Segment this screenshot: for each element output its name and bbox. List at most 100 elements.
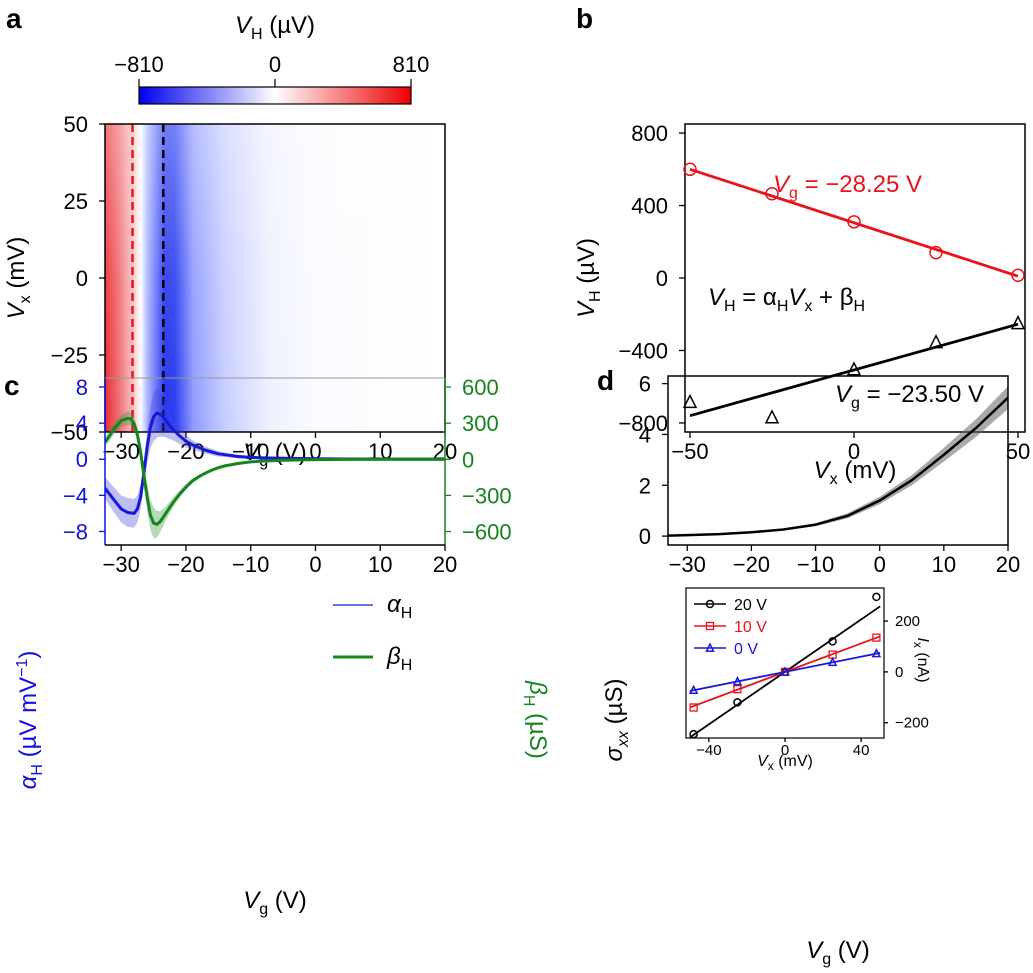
panel-c: c −30 −20 −10 0 10 20 −8 −4 0 4 8 −600 −300 0 300 600 α…: [4, 370, 551, 918]
colorbar-tick-min: −810: [114, 52, 164, 77]
panel-b-black-label: Vg = −23.50 V: [835, 381, 984, 412]
colorbar-tick-max: 810: [393, 52, 430, 77]
legend-alpha-label: αH: [387, 591, 412, 622]
colorbar: [138, 86, 412, 105]
inset-data-point: [828, 637, 837, 646]
inset-data-point: [688, 684, 699, 695]
panel-c-x-tick-label: 10: [368, 552, 392, 577]
panel-d-y-tick-label: 6: [639, 372, 651, 397]
inset-data-point: [827, 656, 838, 667]
panel-b-data-point: [928, 334, 944, 349]
panel-d-line: [668, 396, 1008, 537]
panel-a-y-tick-label: −25: [51, 343, 88, 368]
panel-b-ylabel: VH (µV): [573, 238, 604, 318]
panel-a-y-tick-label: 0: [76, 266, 88, 291]
panel-c-xlabel: Vg (V): [243, 887, 307, 918]
panel-a-y-tick-label: 50: [64, 112, 88, 137]
panel-c-x-tick-label: −30: [103, 552, 140, 577]
panel-c-x-tick-label: −10: [232, 552, 269, 577]
panel-b-y-tick-label: 0: [656, 266, 668, 291]
panel-a-ylabel: Vx (mV): [3, 237, 34, 320]
panel-a-xlabel: Vg (V): [243, 439, 307, 470]
inset-y-tick-label: 0: [895, 664, 903, 681]
panel-b-data-point: [683, 162, 697, 177]
panel-b-red-label: Vg = −28.25 V: [773, 171, 922, 202]
panel-b-data-point: [929, 245, 943, 260]
panel-d-x-tick-label: −30: [669, 552, 706, 577]
panel-letter-d: d: [597, 365, 614, 396]
inset-data-point: [689, 729, 698, 739]
panel-c-x-tick-label: 0: [309, 552, 321, 577]
inset-data-point: [872, 592, 881, 602]
panel-a-y-tick-label: −50: [51, 420, 88, 445]
panel-d-x-tick-label: 20: [996, 552, 1020, 577]
inset-y-tick-label: 200: [895, 613, 920, 630]
panel-b-x-tick-label: 0: [848, 439, 860, 464]
panel-letter-b: b: [576, 3, 593, 34]
panel-d-x-tick-label: 10: [932, 552, 956, 577]
panel-b-data-point: [847, 215, 861, 229]
legend-beta-label: βH: [386, 643, 412, 674]
panel-c-yright-tick-label: 300: [462, 411, 499, 436]
panel-c-yright-tick-label: 600: [462, 375, 499, 400]
panel-c-yleft-tick-label: 0: [76, 447, 88, 472]
panel-b-y-tick-label: 400: [631, 194, 668, 219]
panel-a-y-tick-label: 25: [64, 189, 88, 214]
inset-x-tick-label: 40: [853, 742, 870, 759]
panel-d-xlabel: Vg (V): [806, 937, 870, 968]
panel-d-x-tick-label: 0: [874, 552, 886, 577]
inset-legend-marker: [705, 599, 715, 609]
inset-x-tick-label: −40: [696, 742, 721, 759]
panel-d-y-tick-label: 0: [639, 524, 651, 549]
panel-c-yleft-tick-label: 8: [76, 375, 88, 400]
panel-c-x-tick-label: 20: [433, 552, 457, 577]
panel-a: a VH (µV) −810 0 810 −30 −20 −10 0 10 20−50−2…: [3, 3, 457, 470]
colorbar-label: VH (µV): [235, 12, 315, 43]
panel-d-band: [668, 386, 1008, 537]
panel-c-yright-tick-label: −300: [462, 483, 512, 508]
inset-data-point: [732, 676, 743, 686]
heatmap-shading: [105, 124, 445, 432]
inset-ylabel: Ix (nA): [911, 637, 931, 682]
panel-c-line-alpha: [105, 411, 445, 516]
panel-c-left-ylabel: αH (µV mV−1): [14, 651, 46, 790]
panel-b-data-point: [1010, 315, 1026, 330]
inset-legend-label: 10 V: [734, 619, 767, 636]
inset-legend-label: 20 V: [734, 597, 767, 614]
panel-b-y-tick-label: −400: [618, 338, 668, 363]
panel-b-x-tick-label: 50: [1006, 439, 1030, 464]
inset-legend-label: 0 V: [734, 641, 758, 658]
inset-x-tick-label: 0: [781, 742, 789, 759]
panel-b-xlabel: Vx (mV): [814, 457, 897, 488]
panel-a-x-tick-label: −30: [103, 439, 140, 464]
inset-legend-marker: [705, 621, 715, 631]
panel-c-yright-tick-label: 0: [462, 447, 474, 472]
panel-b-data-point: [846, 361, 862, 376]
panel-b-data-point: [682, 393, 698, 409]
colorbar-tick-mid: 0: [269, 52, 281, 77]
panel-b-y-tick-label: −800: [618, 411, 668, 436]
panel-b-fit-line: [689, 167, 1019, 278]
panel-d-y-tick-label: 4: [639, 422, 651, 447]
inset-data-point: [733, 685, 742, 694]
inset-xlabel: Vx (mV): [757, 753, 813, 773]
panel-d-ylabel: σxx (µS): [601, 679, 632, 762]
panel-d-x-tick-label: −10: [797, 552, 834, 577]
panel-b-data-point: [1011, 268, 1025, 283]
inset-data-point: [780, 666, 790, 676]
panel-b-y-tick-label: 800: [631, 121, 668, 146]
panel-b-fit-line: [689, 322, 1019, 418]
inset-fit-line: [689, 651, 881, 692]
panel-b: b −50 0 50 −800 −400 0 400 800 Vg = −28.25 V Vg…: [573, 3, 1030, 488]
panel-letter-c: c: [4, 370, 20, 401]
inset-data-point: [872, 633, 881, 642]
panel-a-x-tick-label: −20: [167, 439, 204, 464]
panel-b-data-point: [764, 409, 780, 424]
panel-c-yleft-tick-label: 4: [76, 411, 88, 436]
panel-c-x-tick-label: −20: [167, 552, 204, 577]
panel-b-x-tick-label: −50: [671, 439, 708, 464]
inset-frame: [685, 587, 885, 739]
panel-b-equation: VH = αHVx + βH: [708, 284, 865, 315]
